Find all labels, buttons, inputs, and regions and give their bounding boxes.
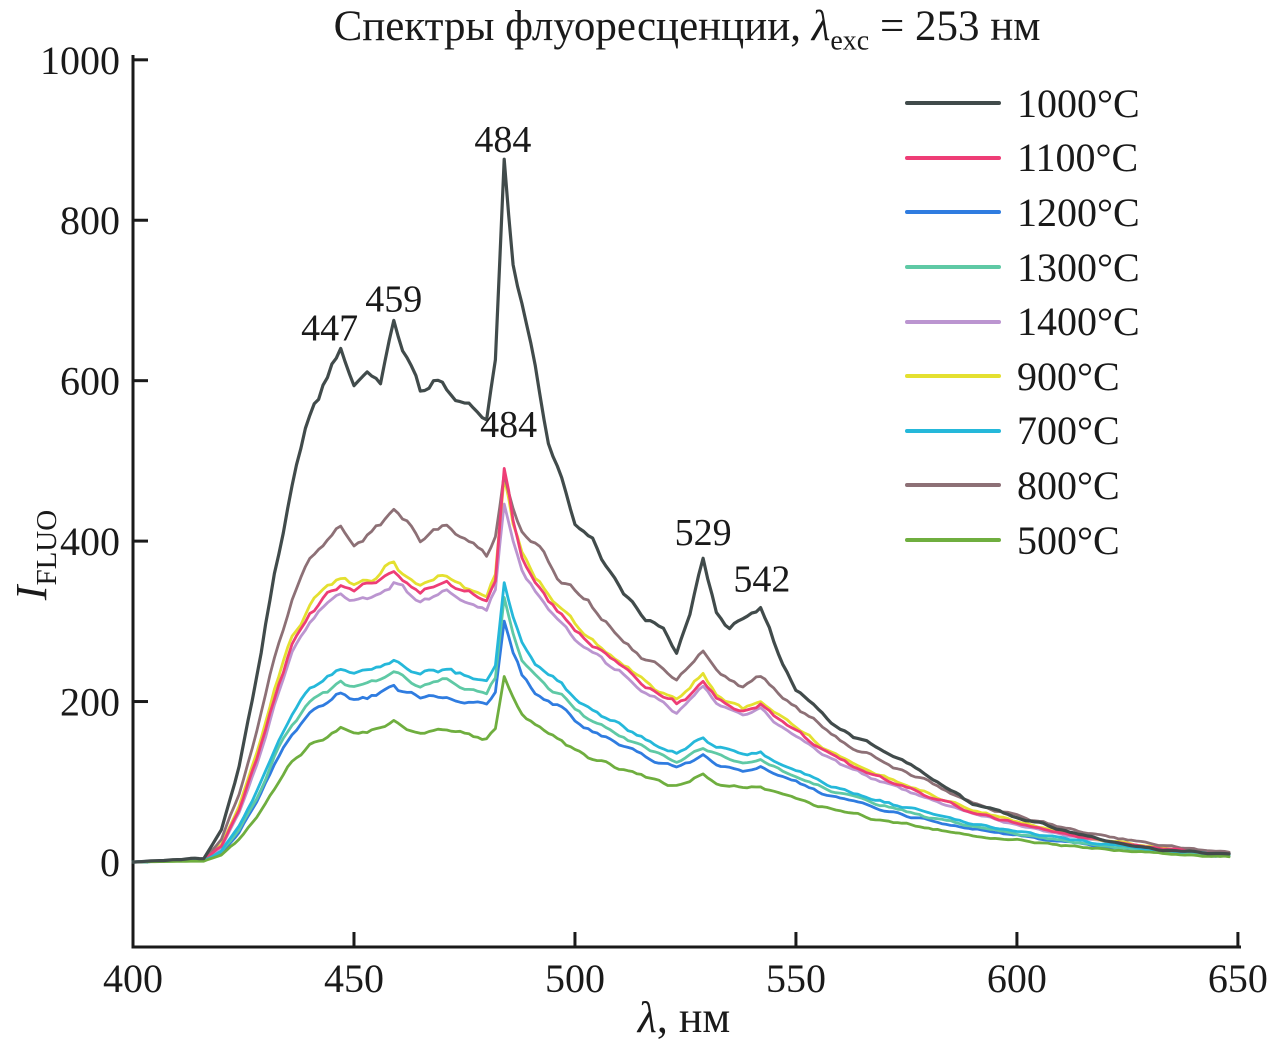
- series-curve-500c: [131, 675, 1231, 864]
- legend-item-1100c: 1100°C: [905, 131, 1140, 186]
- x-tick-label: 450: [324, 956, 384, 1001]
- x-tick-label: 600: [987, 956, 1047, 1001]
- legend-line-swatch: [905, 265, 1001, 270]
- x-tick-label: 400: [103, 956, 163, 1001]
- y-tick-label: 200: [60, 680, 120, 725]
- legend-label: 1000°C: [1017, 80, 1140, 126]
- x-axis-label: λ, нм: [534, 993, 834, 1042]
- legend-item-1300c: 1300°C: [905, 240, 1140, 295]
- y-axis-subscript: FLUO: [30, 509, 63, 586]
- series-curve-1000c: [131, 157, 1231, 864]
- y-tick-label: 400: [60, 519, 120, 564]
- peak-annotation: 447: [301, 308, 358, 350]
- legend-item-800c: 800°C: [905, 458, 1140, 513]
- legend: 1000°C 1100°C 1200°C 1300°C 1400°C 900°C 700°C…: [905, 76, 1140, 567]
- chart-title-text: Спектры флуоресценции,: [333, 3, 812, 50]
- x-tick-label: 650: [1208, 956, 1268, 1001]
- y-axis-symbol: I: [7, 585, 56, 601]
- legend-item-1400c: 1400°C: [905, 294, 1140, 349]
- peak-annotation: 484: [480, 404, 537, 446]
- series-curve-700c: [131, 581, 1231, 864]
- series-curve-800c: [131, 472, 1231, 864]
- legend-label: 1200°C: [1017, 189, 1140, 235]
- legend-line-swatch: [905, 319, 1001, 324]
- legend-line-swatch: [905, 374, 1001, 379]
- x-tick-label: 550: [766, 956, 826, 1001]
- legend-label: 800°C: [1017, 462, 1120, 508]
- legend-line-swatch: [905, 538, 1001, 543]
- legend-label: 1100°C: [1017, 135, 1139, 181]
- x-tick-label: 500: [545, 956, 605, 1001]
- peak-annotation: 542: [733, 559, 790, 601]
- y-tick-label: 600: [60, 359, 120, 404]
- legend-item-1000c: 1000°C: [905, 76, 1140, 131]
- y-tick-label: 0: [100, 840, 120, 885]
- lambda-symbol: λ: [811, 3, 831, 50]
- series-curve-1100c: [131, 467, 1231, 864]
- y-axis-label: IFLUO: [4, 445, 63, 665]
- peak-annotation: 529: [675, 512, 732, 554]
- legend-label: 900°C: [1017, 353, 1120, 399]
- y-tick-label: 1000: [40, 38, 120, 83]
- legend-label: 700°C: [1017, 408, 1120, 454]
- chart-title: Спектры флуоресценции, λexc = 253 нм: [133, 2, 1241, 58]
- legend-item-700c: 700°C: [905, 404, 1140, 459]
- y-tick-label: 800: [60, 198, 120, 243]
- legend-label: 500°C: [1017, 517, 1120, 563]
- legend-line-swatch: [905, 483, 1001, 488]
- legend-line-swatch: [905, 101, 1001, 106]
- chart-title-suffix: = 253 нм: [869, 3, 1041, 50]
- x-axis-symbol: λ: [637, 993, 657, 1042]
- legend-label: 1300°C: [1017, 244, 1140, 290]
- series-curve-1400c: [131, 502, 1231, 864]
- legend-label: 1400°C: [1017, 299, 1140, 345]
- series-curve-1300c: [131, 596, 1231, 864]
- lambda-subscript: exc: [830, 25, 870, 57]
- series-curve-1200c: [131, 619, 1231, 864]
- x-axis-label-rest: , нм: [656, 993, 731, 1042]
- legend-item-1200c: 1200°C: [905, 185, 1140, 240]
- legend-item-900c: 900°C: [905, 349, 1140, 404]
- peak-annotation: 459: [365, 279, 422, 321]
- legend-line-swatch: [905, 428, 1001, 433]
- peak-annotation: 484: [474, 119, 531, 161]
- legend-line-swatch: [905, 155, 1001, 160]
- legend-item-500c: 500°C: [905, 513, 1140, 568]
- legend-line-swatch: [905, 210, 1001, 215]
